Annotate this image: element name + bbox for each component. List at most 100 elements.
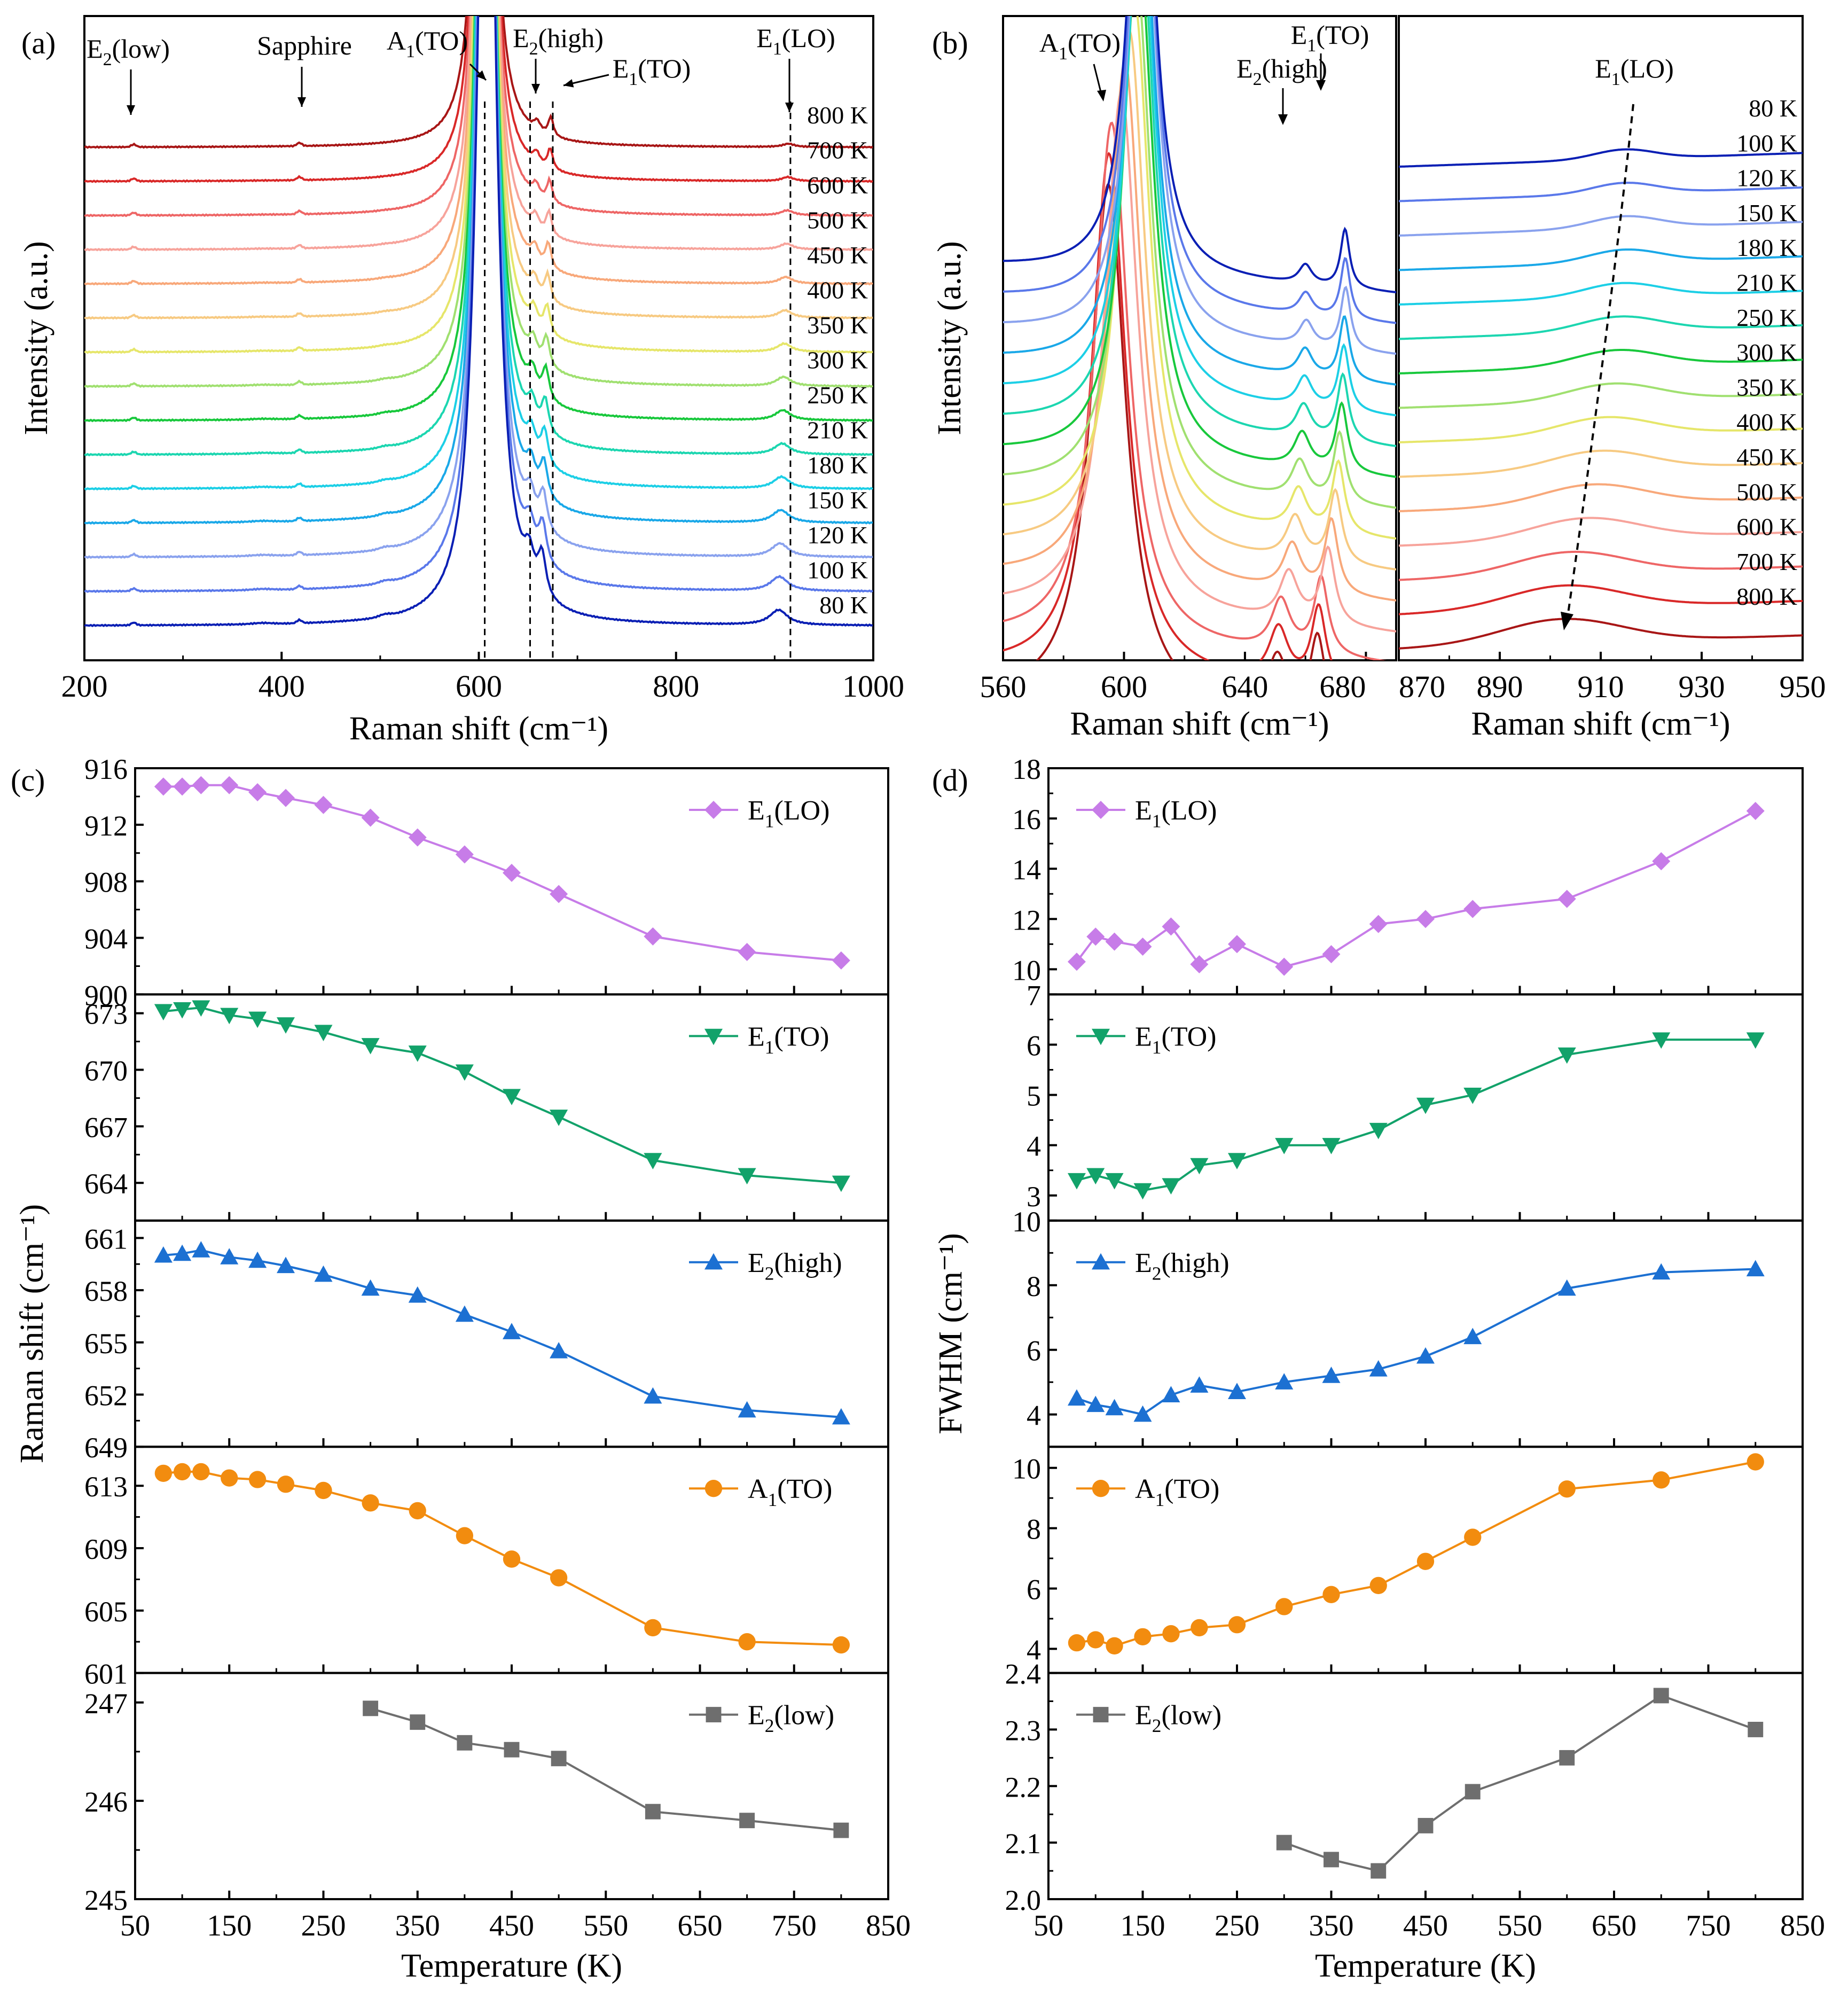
series-line xyxy=(163,784,842,962)
spectrum-curve xyxy=(1003,16,1396,478)
data-point-diamond xyxy=(408,828,427,847)
panel-b-left-xtick-label: 640 xyxy=(1221,669,1268,704)
legend-label-sub: 1 xyxy=(1152,810,1162,832)
annotation-arrow-head xyxy=(297,97,306,107)
subplot-ytick-label: 7 xyxy=(1027,979,1041,1011)
subplot-ytick-label: 245 xyxy=(84,1884,128,1916)
data-point-square xyxy=(833,1822,849,1838)
peak-annotation-base: E xyxy=(1595,53,1611,83)
peak-annotation: E1(TO) xyxy=(1291,20,1369,56)
panel-a-xtick-label: 1000 xyxy=(842,669,904,704)
data-point-triangle-down xyxy=(173,1002,192,1019)
data-point-square xyxy=(504,1742,520,1758)
data-point-diamond xyxy=(220,776,239,794)
data-point-circle xyxy=(1747,1453,1764,1471)
spectrum-curve xyxy=(84,16,873,183)
peak-annotation-rest: (LO) xyxy=(1620,53,1674,83)
temperature-label: 250 K xyxy=(807,381,868,409)
legend-label-base: A xyxy=(1135,1474,1155,1504)
subplot-ytick-label: 649 xyxy=(84,1432,128,1464)
panel-b-left-curves xyxy=(1003,16,1396,660)
data-point-triangle-down xyxy=(1133,1183,1152,1200)
peak-annotation-rest: (LO) xyxy=(782,23,835,53)
peak-annotation-rest: (TO) xyxy=(1316,20,1369,50)
xtick-label: 50 xyxy=(1033,1909,1063,1942)
peak-annotation-rest: (high) xyxy=(538,23,604,53)
dashed-trend-arrow xyxy=(1567,104,1634,618)
subplot-ytick-label: 609 xyxy=(84,1533,128,1565)
data-point-diamond xyxy=(173,777,192,796)
peak-annotation-base: E xyxy=(87,34,103,64)
data-point-square xyxy=(1465,1784,1481,1800)
data-point-diamond xyxy=(277,789,295,807)
spectrum-curve xyxy=(1036,183,1325,660)
peak-annotation-base: E xyxy=(513,23,529,53)
data-point-circle xyxy=(1369,1576,1387,1595)
data-point-triangle-up xyxy=(644,1387,662,1404)
dashed-trend-arrow-head xyxy=(1561,612,1573,630)
panel-a-frame xyxy=(83,15,874,661)
legend-label-rest: (high) xyxy=(774,1248,842,1278)
data-point-triangle-up xyxy=(1190,1376,1209,1393)
spectrum-curve xyxy=(1399,349,1803,374)
subplot-ytick-label: 667 xyxy=(84,1111,128,1143)
data-point-triangle-down xyxy=(1322,1138,1341,1154)
spectrum-curve xyxy=(1003,91,1396,633)
annotation-arrow-head xyxy=(1278,114,1288,125)
data-point-circle xyxy=(315,1481,332,1500)
ylabel: FWHM (cm⁻¹) xyxy=(933,1233,969,1434)
data-point-diamond xyxy=(1162,917,1180,936)
data-point-triangle-up xyxy=(361,1279,380,1296)
legend-label-rest: (LO) xyxy=(1161,795,1217,826)
temperature-label: 250 K xyxy=(1736,304,1797,331)
spectrum-curve xyxy=(1003,16,1396,509)
temperature-label: 350 K xyxy=(807,311,868,339)
xlabel: Temperature (K) xyxy=(1315,1948,1536,1984)
spectrum-curve xyxy=(84,16,873,628)
series-line xyxy=(1076,810,1756,968)
annotation-arrow-head xyxy=(785,103,794,112)
subplot-ytick-label: 601 xyxy=(84,1658,128,1690)
peak-annotation: A1(TO) xyxy=(387,26,468,61)
panel-b-left-xlabel: Raman shift (cm⁻¹) xyxy=(1070,706,1329,742)
subplot-ytick-label: 246 xyxy=(84,1786,128,1818)
series-line xyxy=(1076,1039,1756,1192)
subplot-ytick-label: 14 xyxy=(1012,854,1041,886)
temperature-label: 210 K xyxy=(807,417,868,444)
subplot-ytick-label: 661 xyxy=(84,1223,128,1255)
legend-label-rest: (high) xyxy=(1161,1248,1229,1278)
data-point-triangle-down xyxy=(154,1004,173,1021)
panel-c-raman-shift: (c)900904908912916E1(LO)664667670673E1(T… xyxy=(11,753,911,1984)
peak-annotation-sub: 2 xyxy=(103,50,112,69)
annotation-arrow-head xyxy=(476,70,486,80)
data-point-square xyxy=(1093,1707,1109,1723)
data-point-square xyxy=(706,1707,722,1723)
data-point-circle xyxy=(832,1636,850,1654)
data-point-diamond xyxy=(832,951,850,970)
legend-label-sub: 1 xyxy=(1152,1036,1162,1058)
annotation-arrow-head xyxy=(531,84,540,93)
annotation-arrow-head xyxy=(563,79,574,88)
panel-a-xlabel: Raman shift (cm⁻¹) xyxy=(349,711,608,747)
data-point-triangle-up xyxy=(704,1253,723,1270)
temperature-label: 450 K xyxy=(1736,443,1797,471)
temperature-label: 300 K xyxy=(807,347,868,374)
peak-annotation: E1(TO) xyxy=(613,53,691,89)
panel-b-right-xtick-label: 910 xyxy=(1578,669,1624,704)
spectrum-curve xyxy=(84,16,873,525)
xtick-label: 650 xyxy=(1592,1909,1636,1942)
temperature-label: 400 K xyxy=(1736,409,1797,436)
peak-annotation-sub: 1 xyxy=(1059,44,1068,64)
data-point-diamond xyxy=(644,927,662,946)
subplot-ytick-label: 2.3 xyxy=(1005,1714,1042,1746)
data-point-triangle-up xyxy=(738,1401,756,1418)
spectrum-curve xyxy=(1003,16,1396,417)
xtick-label: 250 xyxy=(1215,1909,1259,1942)
subplot-ytick-label: 10 xyxy=(1012,1453,1041,1485)
spectrum-curve xyxy=(1003,60,1396,602)
subplot-ytick-label: 613 xyxy=(84,1471,128,1503)
data-point-square xyxy=(1559,1750,1575,1766)
spectrum-curve xyxy=(1399,315,1803,340)
data-point-circle xyxy=(1416,1552,1435,1570)
